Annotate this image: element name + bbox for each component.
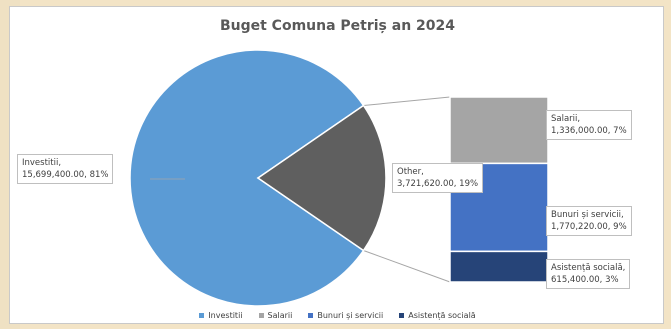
legend-label: Salarii <box>267 311 293 320</box>
legend-label: Bunuri și servicii <box>317 311 384 320</box>
legend-swatch <box>199 313 205 318</box>
pie-slice-other <box>256 104 387 252</box>
legend-label: Asistență socială <box>408 311 476 320</box>
legend-item: Salarii <box>258 311 293 320</box>
legend-swatch <box>308 313 314 318</box>
data-label-other: Other, 3,721,620.00, 19% <box>392 163 484 193</box>
stack-bar-salarii <box>449 96 549 165</box>
data-label-line: 15,699,400.00, 81% <box>22 170 109 180</box>
chart-frame: Buget Comuna Petriș an 2024 Investitii, … <box>9 6 664 324</box>
data-label-line: Bunuri și servicii, <box>551 210 624 220</box>
data-label-line: 1,336,000.00, 7% <box>551 126 627 136</box>
chart-title: Buget Comuna Petriș an 2024 <box>219 18 456 34</box>
data-label-investitii: Investitii, 15,699,400.00, 81% <box>17 154 114 184</box>
data-label-line: Salarii, <box>551 114 581 124</box>
chart-plot <box>129 49 549 307</box>
data-label-line: Other, <box>397 167 424 177</box>
data-label-line: Asistență socială, <box>551 263 626 273</box>
pie-slice-investitii <box>129 49 365 307</box>
chart-legend: Investitii Salarii Bunuri și servicii Asist… <box>10 311 665 320</box>
legend-label: Investitii <box>208 311 243 320</box>
data-label-line: 615,400.00, 3% <box>551 275 619 285</box>
connector-line <box>363 250 451 283</box>
data-label-line: 3,721,620.00, 19% <box>397 179 479 189</box>
data-label-line: 1,770,220.00, 9% <box>551 222 627 232</box>
legend-item: Asistență socială <box>399 311 476 320</box>
legend-swatch <box>258 313 264 318</box>
data-label-salarii: Salarii, 1,336,000.00, 7% <box>546 110 632 140</box>
data-label-bunuri: Bunuri și servicii, 1,770,220.00, 9% <box>546 206 632 236</box>
legend-swatch <box>399 313 405 318</box>
connector-line <box>363 96 451 107</box>
legend-item: Bunuri și servicii <box>308 311 383 320</box>
legend-item: Investitii <box>199 311 243 320</box>
data-label-line: Investitii, <box>22 158 62 168</box>
data-label-asistenta: Asistență socială, 615,400.00, 3% <box>546 259 631 289</box>
stack-bar-asistenta-sociala <box>449 250 549 283</box>
